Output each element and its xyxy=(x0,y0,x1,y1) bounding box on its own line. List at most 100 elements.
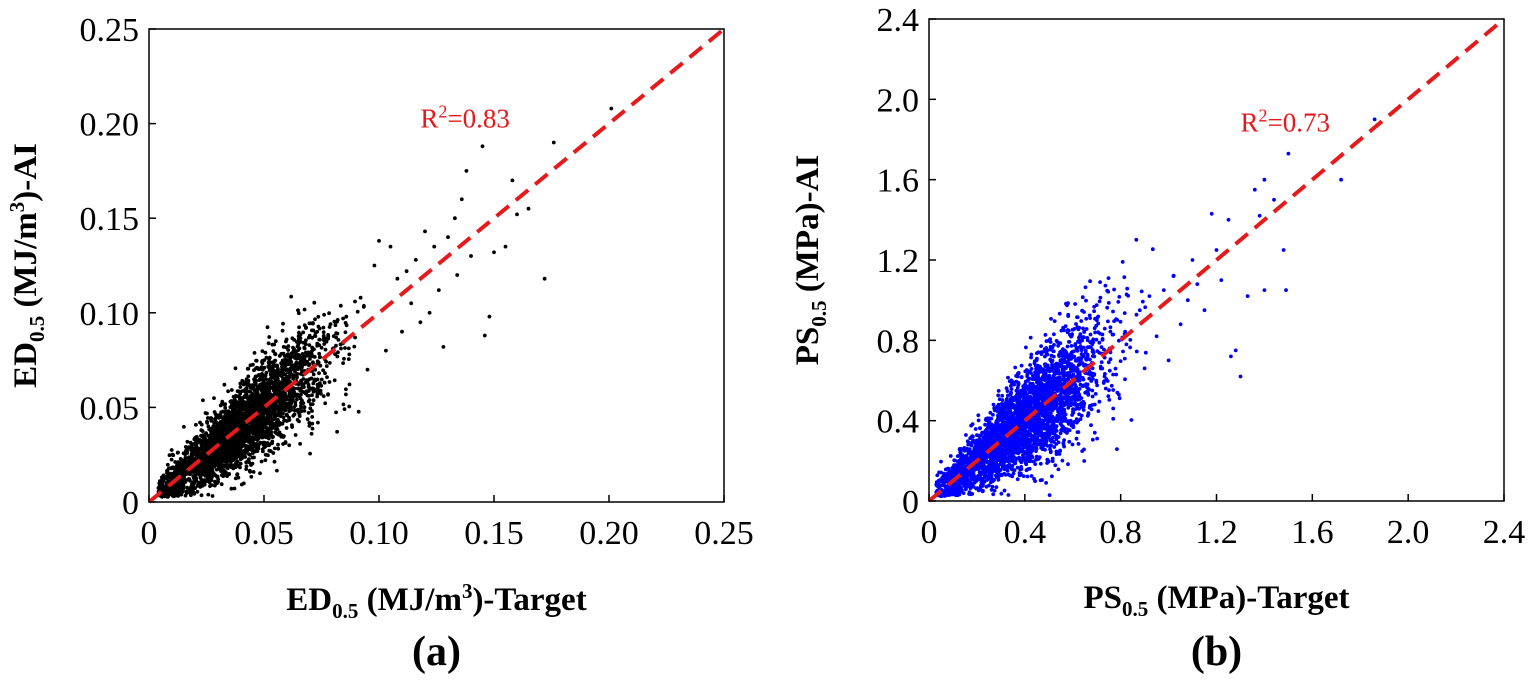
scatter-point xyxy=(200,438,205,443)
scatter-point xyxy=(343,330,348,335)
scatter-point xyxy=(413,257,418,262)
scatter-point xyxy=(400,329,404,334)
scatter-point xyxy=(254,393,258,398)
scatter-point xyxy=(307,343,312,347)
scatter-point xyxy=(321,368,325,373)
scatter-point xyxy=(388,244,393,249)
scatter-point xyxy=(299,406,303,411)
scatter-points-b xyxy=(934,117,1377,498)
scatter-point xyxy=(266,341,271,346)
scatter-point xyxy=(253,419,257,424)
scatter-point xyxy=(254,446,259,450)
scatter-point xyxy=(175,493,180,498)
scatter-point xyxy=(1099,345,1104,349)
scatter-point xyxy=(335,319,339,324)
scatter-point xyxy=(165,462,170,467)
scatter-point xyxy=(341,402,346,407)
scatter-point xyxy=(275,427,280,432)
r-squared-sup-a: 2 xyxy=(438,101,447,121)
scatter-point xyxy=(311,372,316,377)
scatter-point xyxy=(268,386,273,390)
x-tick-label-1: 0.05 xyxy=(234,515,294,552)
scatter-point xyxy=(1009,384,1013,388)
scatter-point xyxy=(165,470,169,475)
y-tick-label-2: 0.10 xyxy=(80,296,140,333)
scatter-point xyxy=(248,453,252,457)
scatter-point xyxy=(260,349,265,353)
scatter-point xyxy=(216,463,221,467)
scatter-point xyxy=(307,421,312,425)
scatter-point xyxy=(323,347,328,352)
scatter-point xyxy=(292,338,297,342)
scatter-point xyxy=(174,469,179,474)
scatter-point xyxy=(192,456,197,461)
scatter-point xyxy=(1049,317,1053,321)
scatter-point xyxy=(1089,423,1093,428)
scatter-point xyxy=(272,459,277,464)
scatter-point xyxy=(282,360,287,365)
scatter-point xyxy=(216,415,221,419)
scatter-point xyxy=(276,432,281,437)
scatter-point xyxy=(321,330,326,335)
scatter-point xyxy=(235,439,240,443)
y-axis-title-sup-a: 3 xyxy=(5,202,29,213)
scatter-point xyxy=(1102,347,1106,352)
scatter-point xyxy=(232,445,237,450)
scatter-point xyxy=(311,381,316,386)
scatter-point xyxy=(1122,356,1127,361)
scatter-point xyxy=(361,305,366,309)
scatter-point xyxy=(187,477,192,481)
scatter-point xyxy=(254,433,258,438)
scatter-point xyxy=(270,403,275,408)
scatter-point xyxy=(228,443,233,448)
scatter-point xyxy=(1081,408,1086,412)
scatter-point xyxy=(1105,305,1110,310)
scatter-point xyxy=(322,342,327,346)
scatter-point xyxy=(1096,321,1101,326)
scatter-point xyxy=(316,314,321,319)
scatter-point xyxy=(311,398,316,403)
scatter-point xyxy=(1025,474,1030,479)
scatter-point xyxy=(310,335,315,340)
scatter-point xyxy=(464,169,469,173)
scatter-point xyxy=(273,421,278,426)
scatter-point xyxy=(239,449,244,453)
scatter-point xyxy=(280,328,285,333)
r-squared-annotation-a: R2=0.83 xyxy=(420,101,510,133)
scatter-point xyxy=(1024,386,1029,390)
scatter-point xyxy=(188,445,193,450)
scatter-point xyxy=(1016,380,1021,385)
scatter-point xyxy=(287,398,291,402)
scatter-point xyxy=(310,415,315,419)
scatter-point xyxy=(216,477,221,481)
scatter-point xyxy=(229,388,234,392)
scatter-point xyxy=(1006,375,1010,380)
scatter-point xyxy=(223,424,227,429)
scatter-point xyxy=(303,391,308,396)
scatter-point xyxy=(224,414,229,419)
scatter-point xyxy=(181,486,186,490)
scatter-point xyxy=(1096,409,1101,413)
scatter-point xyxy=(275,376,280,381)
scatter-point xyxy=(248,389,253,394)
scatter-point xyxy=(294,374,298,379)
scatter-point xyxy=(268,395,273,400)
scatter-point xyxy=(191,480,196,485)
scatter-point xyxy=(1107,368,1112,373)
scatter-point xyxy=(223,405,228,410)
scatter-point xyxy=(206,492,211,497)
scatter-point xyxy=(225,474,230,478)
scatter-point xyxy=(542,276,547,281)
scatter-point xyxy=(201,398,205,403)
scatter-point xyxy=(225,459,229,464)
scatter-point xyxy=(185,451,190,455)
scatter-point xyxy=(161,479,166,484)
scatter-point xyxy=(319,345,324,350)
scatter-point xyxy=(196,450,201,455)
scatter-point xyxy=(183,445,188,449)
scatter-point xyxy=(304,338,308,343)
scatter-point xyxy=(321,325,326,330)
scatter-point xyxy=(459,197,464,202)
scatter-point xyxy=(327,361,332,365)
scatter-point xyxy=(251,470,256,474)
